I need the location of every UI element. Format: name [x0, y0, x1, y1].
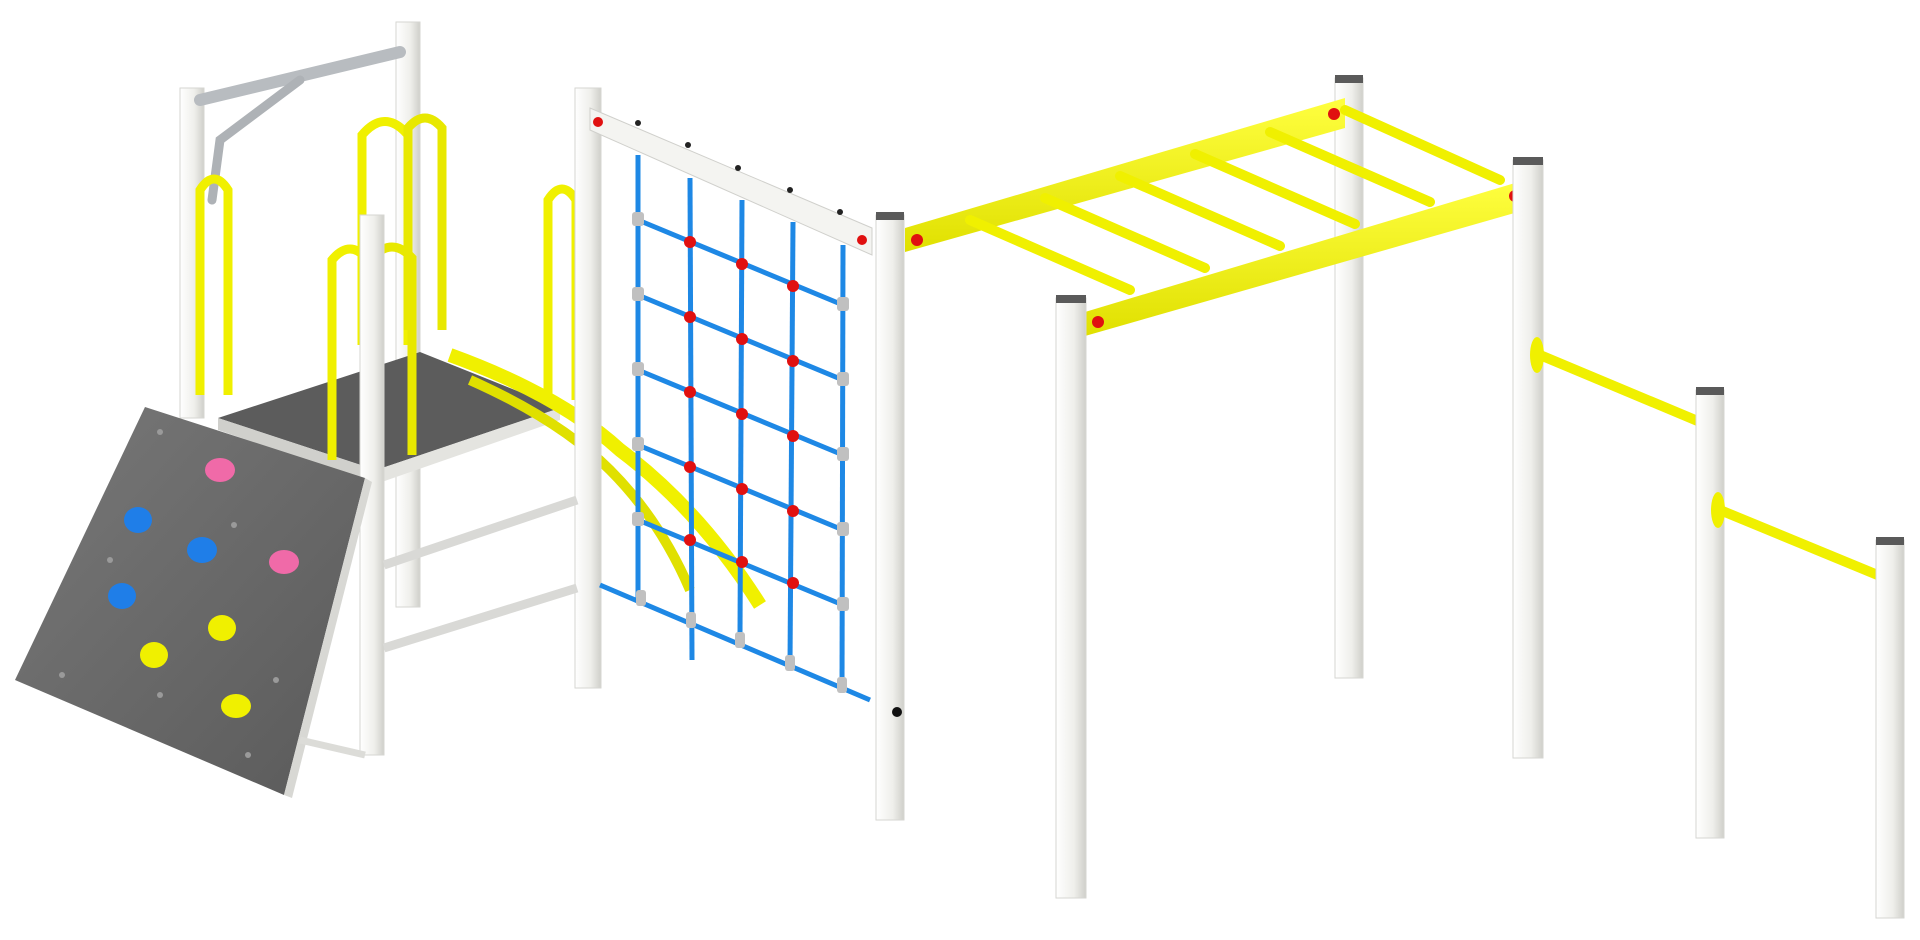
climbing-hold: [205, 458, 235, 482]
post-hole: [892, 707, 902, 717]
bar-bracket: [1530, 337, 1544, 373]
ladder-rung-1: [382, 495, 579, 570]
wall-support: [299, 736, 366, 759]
tower-post-front-right: [574, 87, 602, 689]
handrail-back-mid-2: [403, 113, 447, 330]
climbing-hold: [140, 642, 168, 668]
net-post-right: [875, 214, 905, 821]
net-clamps: [632, 212, 849, 693]
post-cap: [1056, 295, 1086, 303]
handrail-right: [543, 184, 581, 400]
pull-up-bars: [1530, 337, 1905, 919]
climbing-hold: [269, 550, 299, 574]
monkey-bars: [905, 75, 1544, 899]
climbing-hold: [124, 507, 152, 533]
monkey-post-front-right: [1512, 159, 1544, 759]
bolt-red: [857, 235, 867, 245]
climbing-hold: [187, 537, 217, 563]
bar-bracket: [1711, 492, 1725, 528]
rope-net: [589, 107, 905, 821]
play-deck-side: [218, 418, 376, 484]
net-top-beam: [589, 107, 873, 256]
handrail-back-left: [195, 174, 233, 395]
pull-up-post-end: [1875, 539, 1905, 919]
beam-holes: [635, 120, 843, 215]
climbing-hold: [108, 583, 136, 609]
monkey-post-front-left: [1055, 297, 1087, 899]
climbing-wall: [15, 407, 365, 795]
post-cap: [1335, 75, 1363, 83]
post-cap: [1696, 387, 1724, 395]
pull-up-bar-high: [1538, 350, 1702, 427]
pull-up-bar-low: [1718, 505, 1882, 581]
bolt-red: [1328, 108, 1340, 120]
net-knots: [684, 236, 799, 589]
ladder-rung-2: [382, 583, 579, 653]
play-deck-edge: [376, 408, 560, 484]
play-tower: [15, 21, 766, 798]
monkey-rail-front: [1085, 180, 1525, 336]
slide-rail: [467, 375, 695, 592]
climbing-hold: [221, 694, 251, 718]
slide: [447, 348, 766, 609]
bolt-red: [1092, 316, 1104, 328]
post-cap: [1513, 157, 1543, 165]
climbing-hold: [208, 615, 236, 641]
pull-up-post-mid: [1695, 389, 1725, 839]
climbing-holds: [108, 458, 299, 718]
climbing-wall-frame: [284, 478, 372, 798]
bolt-red: [911, 234, 923, 246]
post-cap: [876, 212, 904, 220]
monkey-rungs: [965, 105, 1505, 295]
monkey-post-back-left: [1334, 77, 1364, 679]
post-cap: [1876, 537, 1904, 545]
bolt-red: [593, 117, 603, 127]
wall-bolts: [59, 429, 279, 758]
